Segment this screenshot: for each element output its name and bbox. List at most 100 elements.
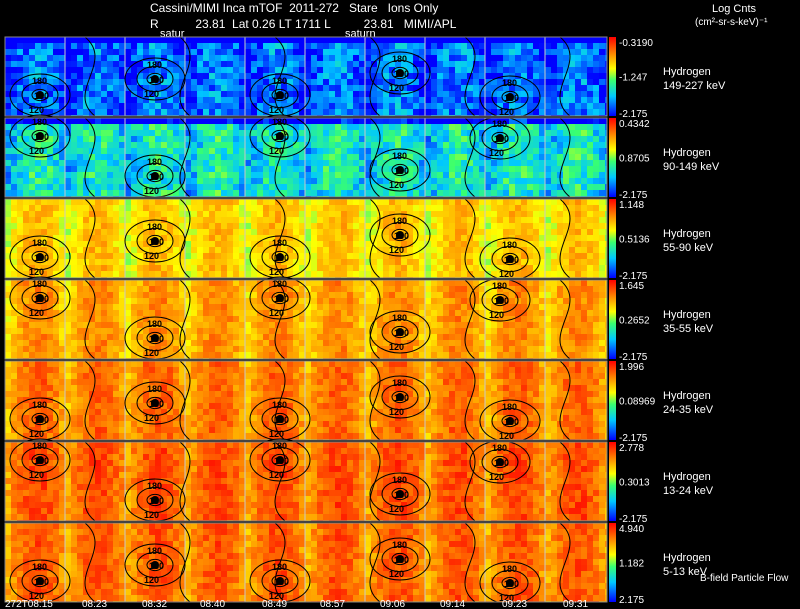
heatmap-cell (329, 136, 335, 142)
heatmap-cell (47, 310, 53, 316)
heatmap-cell (77, 184, 83, 190)
heatmap-cell (209, 292, 215, 298)
heatmap-cell (527, 160, 533, 166)
heatmap-cell (539, 178, 545, 184)
heatmap-cell (431, 124, 437, 130)
heatmap-cell (185, 109, 191, 115)
heatmap-cell (113, 199, 119, 205)
heatmap-cell (167, 280, 173, 286)
heatmap-cell (317, 199, 323, 205)
heatmap-cell (545, 103, 551, 109)
heatmap-cell (101, 148, 107, 154)
heatmap-cell (65, 286, 71, 292)
heatmap-cell (323, 55, 329, 61)
heatmap-cell (113, 61, 119, 67)
heatmap-cell (371, 166, 377, 172)
heatmap-cell (149, 265, 155, 271)
heatmap-cell (473, 280, 479, 286)
contour-label: 120 (144, 89, 159, 99)
heatmap-cell (569, 166, 575, 172)
heatmap-cell (539, 67, 545, 73)
heatmap-cell (77, 241, 83, 247)
heatmap-cell (5, 85, 11, 91)
heatmap-cell (383, 103, 389, 109)
heatmap-cell (359, 259, 365, 265)
heatmap-cell (329, 142, 335, 148)
heatmap-cell (191, 43, 197, 49)
heatmap-cell (245, 136, 251, 142)
heatmap-cell (203, 172, 209, 178)
heatmap-cell (383, 142, 389, 148)
heatmap-cell (419, 292, 425, 298)
heatmap-cell (29, 304, 35, 310)
heatmap-cell (269, 61, 275, 67)
heatmap-cell (209, 172, 215, 178)
heatmap-cell (161, 97, 167, 103)
heatmap-cell (437, 166, 443, 172)
heatmap-cell (575, 253, 581, 259)
heatmap-cell (281, 130, 287, 136)
heatmap-cell (119, 229, 125, 235)
heatmap-cell (593, 223, 599, 229)
heatmap-cell (149, 85, 155, 91)
heatmap-cell (413, 43, 419, 49)
heatmap-cell (575, 136, 581, 142)
heatmap-cell (467, 229, 473, 235)
heatmap-cell (215, 310, 221, 316)
contour-ring (369, 148, 431, 192)
panel-border (4, 198, 608, 279)
heatmap-cell (491, 124, 497, 130)
heatmap-cell (389, 85, 395, 91)
heatmap-cell (407, 67, 413, 73)
heatmap-cell (353, 160, 359, 166)
heatmap-cell (365, 142, 371, 148)
heatmap-cell (563, 79, 569, 85)
heatmap-cell (5, 172, 11, 178)
heatmap-cell (335, 259, 341, 265)
heatmap-cell (467, 184, 473, 190)
heatmap-cell (53, 61, 59, 67)
heatmap-cell (359, 271, 365, 277)
heatmap-cell (89, 61, 95, 67)
heatmap-cell (185, 154, 191, 160)
heatmap-cell (293, 91, 299, 97)
heatmap-cell (41, 109, 47, 115)
heatmap-cell (575, 124, 581, 130)
heatmap-cell (407, 172, 413, 178)
heatmap-cell (197, 271, 203, 277)
heatmap-cell (251, 67, 257, 73)
heatmap-cell (287, 130, 293, 136)
heatmap-cell (5, 286, 11, 292)
heatmap-cell (395, 124, 401, 130)
heatmap-cell (491, 184, 497, 190)
heatmap-cell (407, 184, 413, 190)
heatmap-cell (179, 37, 185, 43)
heatmap-cell (569, 304, 575, 310)
heatmap-cell (155, 61, 161, 67)
heatmap-cell (479, 43, 485, 49)
heatmap-cell (203, 247, 209, 253)
heatmap-cell (365, 166, 371, 172)
heatmap-cell (149, 190, 155, 196)
heatmap-cell (419, 97, 425, 103)
heatmap-cell (509, 79, 515, 85)
heatmap-cell (107, 160, 113, 166)
heatmap-cell (131, 211, 137, 217)
heatmap-cell (389, 97, 395, 103)
heatmap-cell (257, 73, 263, 79)
heatmap-cell (83, 178, 89, 184)
heatmap-cell (461, 91, 467, 97)
heatmap-cell (197, 235, 203, 241)
heatmap-cell (161, 124, 167, 130)
heatmap-cell (317, 172, 323, 178)
heatmap-cell (599, 241, 605, 247)
heatmap-cell (107, 61, 113, 67)
heatmap-cell (479, 172, 485, 178)
heatmap-cell (131, 217, 137, 223)
heatmap-cell (323, 91, 329, 97)
heatmap-cell (287, 304, 293, 310)
heatmap-cell (149, 298, 155, 304)
heatmap-cell (365, 235, 371, 241)
heatmap-cell (239, 241, 245, 247)
heatmap-cell (23, 190, 29, 196)
